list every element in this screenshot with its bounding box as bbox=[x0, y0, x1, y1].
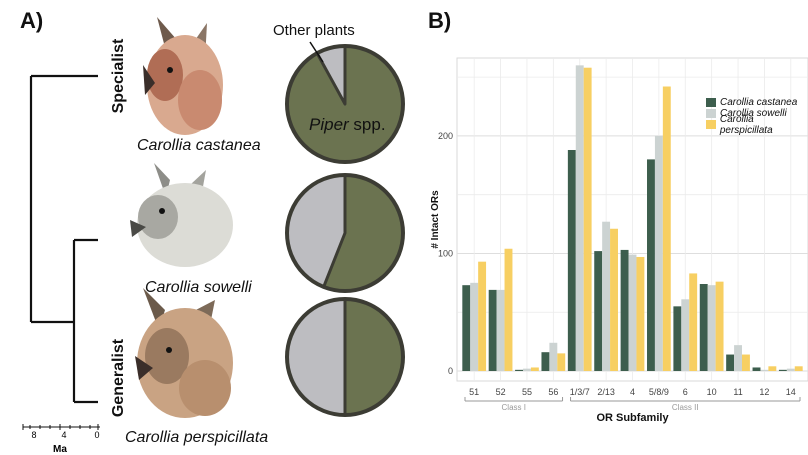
class-label: Class II bbox=[672, 403, 699, 412]
x-tick-label: 51 bbox=[469, 387, 479, 397]
x-tick-label: 52 bbox=[496, 387, 506, 397]
pie-outline bbox=[285, 44, 405, 164]
panel-a-graphic: 8 4 0 Ma bbox=[22, 17, 405, 455]
piper-label-spp: spp. bbox=[348, 115, 386, 134]
bar-carollia-castanea-56 bbox=[541, 352, 550, 371]
diet-pie-1 bbox=[285, 44, 405, 164]
bar-carollia-sowelli-1-3/7 bbox=[575, 65, 584, 372]
panel-a-label: A) bbox=[20, 8, 44, 33]
x-tick-label: 11 bbox=[733, 387, 742, 397]
bar-carollia-castanea-55 bbox=[515, 369, 524, 371]
legend-item-perspicillata: Carollia perspicillata bbox=[706, 114, 808, 136]
bar-carollia-perspicillata-12 bbox=[768, 366, 777, 371]
bar-carollia-sowelli-52 bbox=[496, 289, 505, 371]
diet-pies bbox=[285, 44, 405, 417]
bar-carollia-perspicillata-2-13 bbox=[610, 228, 618, 371]
bar-carollia-sowelli-5-8/9 bbox=[654, 135, 663, 371]
bar-carollia-sowelli-6 bbox=[681, 299, 690, 371]
bar-carollia-perspicillata-14 bbox=[794, 366, 803, 371]
bar-carollia-perspicillata-4 bbox=[636, 256, 645, 371]
y-tick-label: 100 bbox=[438, 248, 453, 258]
species-label-perspicillata: Carollia perspicillata bbox=[125, 429, 269, 446]
species-label-castanea: Carollia castanea bbox=[137, 137, 261, 154]
scale-tick-4: 4 bbox=[61, 430, 66, 440]
y-tick-label: 0 bbox=[448, 366, 453, 376]
bar-carollia-sowelli-4 bbox=[628, 254, 637, 371]
chart-bars bbox=[462, 65, 803, 372]
scale-tick-8: 8 bbox=[31, 430, 36, 440]
scale-tick-0: 0 bbox=[94, 430, 99, 440]
bar-carollia-perspicillata-5-8/9 bbox=[662, 86, 671, 372]
pie-outline bbox=[285, 173, 405, 293]
other-plants-pointer bbox=[309, 41, 324, 63]
diet-pie-3 bbox=[285, 297, 405, 417]
chart-legend: Carollia castanea Carollia sowelli Carol… bbox=[706, 97, 808, 136]
bat-illustration-perspicillata bbox=[135, 288, 233, 418]
x-tick-label: 10 bbox=[707, 387, 717, 397]
y-tick-label: 200 bbox=[438, 131, 453, 141]
bar-carollia-sowelli-12 bbox=[760, 369, 769, 371]
x-axis-title: OR Subfamily bbox=[596, 412, 669, 424]
legend-text-sowelli: Carollia sowelli bbox=[720, 108, 787, 119]
y-axis-title: # Intact ORs bbox=[430, 190, 441, 249]
bar-carollia-castanea-1-3/7 bbox=[567, 149, 576, 371]
bar-carollia-castanea-2-13 bbox=[594, 251, 603, 371]
bar-carollia-perspicillata-10 bbox=[715, 281, 724, 371]
x-tick-label: 1/3/7 bbox=[570, 387, 590, 397]
pie-outline bbox=[285, 297, 405, 417]
piper-label: Piper spp. bbox=[309, 115, 386, 135]
bar-carollia-castanea-4 bbox=[620, 249, 629, 371]
bat-illustration-sowelli bbox=[130, 163, 233, 267]
bar-carollia-perspicillata-11 bbox=[741, 354, 750, 371]
bar-carollia-sowelli-51 bbox=[470, 282, 479, 371]
other-plants-label: Other plants bbox=[273, 22, 355, 39]
x-tick-label: 6 bbox=[683, 387, 688, 397]
bar-carollia-castanea-51 bbox=[462, 285, 471, 371]
diet-pie-2 bbox=[285, 173, 405, 293]
bar-carollia-castanea-5-8/9 bbox=[647, 159, 655, 371]
bar-carollia-perspicillata-56 bbox=[557, 353, 566, 371]
legend-item-sowelli: Carollia sowelli bbox=[706, 108, 808, 119]
bar-carollia-perspicillata-55 bbox=[530, 367, 539, 371]
bar-carollia-sowelli-2-13 bbox=[602, 221, 611, 371]
time-scale-bar bbox=[22, 424, 100, 430]
bar-carollia-castanea-11 bbox=[726, 354, 735, 371]
bar-carollia-castanea-52 bbox=[488, 289, 497, 371]
x-tick-label: 55 bbox=[522, 387, 532, 397]
bar-carollia-perspicillata-52 bbox=[504, 248, 513, 371]
bar-carollia-sowelli-55 bbox=[523, 368, 531, 371]
bar-carollia-castanea-10 bbox=[699, 284, 708, 371]
x-tick-label: 56 bbox=[548, 387, 558, 397]
legend-swatch-castanea bbox=[706, 98, 716, 107]
panel-b-label: B) bbox=[428, 8, 452, 33]
bar-carollia-sowelli-56 bbox=[549, 342, 558, 371]
bar-carollia-castanea-14 bbox=[778, 369, 787, 371]
bar-carollia-sowelli-11 bbox=[734, 345, 742, 371]
bar-carollia-perspicillata-1-3/7 bbox=[583, 67, 592, 371]
species-label-sowelli: Carollia sowelli bbox=[145, 279, 252, 296]
x-tick-label: 12 bbox=[759, 387, 769, 397]
chart-axes: 0 100 200 51 52 55 56 1/3/7 2/13 4 5/8/9 6 10 11 12 14 C… bbox=[430, 131, 801, 424]
phylogeny-tree bbox=[29, 74, 98, 404]
x-tick-label: 2/13 bbox=[597, 387, 615, 397]
legend-swatch-perspicillata bbox=[706, 120, 716, 129]
bar-carollia-perspicillata-6 bbox=[689, 273, 698, 371]
legend-text-perspicillata: Carollia perspicillata bbox=[719, 113, 773, 136]
x-tick-label: 14 bbox=[786, 387, 796, 397]
bar-carollia-sowelli-10 bbox=[707, 285, 716, 371]
bar-carollia-castanea-12 bbox=[752, 367, 761, 371]
x-tick-label: 4 bbox=[630, 387, 635, 397]
bar-carollia-perspicillata-51 bbox=[478, 261, 487, 371]
piper-label-genus: Piper bbox=[309, 115, 349, 134]
class-label: Class I bbox=[502, 403, 526, 412]
legend-text-castanea: Carollia castanea bbox=[720, 97, 798, 108]
bat-illustration-castanea bbox=[143, 17, 223, 135]
x-tick-label: 5/8/9 bbox=[649, 387, 669, 397]
scale-unit-label: Ma bbox=[53, 444, 67, 455]
legend-item-castanea: Carollia castanea bbox=[706, 97, 808, 108]
bar-carollia-sowelli-14 bbox=[786, 368, 795, 371]
legend-swatch-sowelli bbox=[706, 109, 716, 118]
bar-carollia-castanea-6 bbox=[673, 306, 682, 371]
